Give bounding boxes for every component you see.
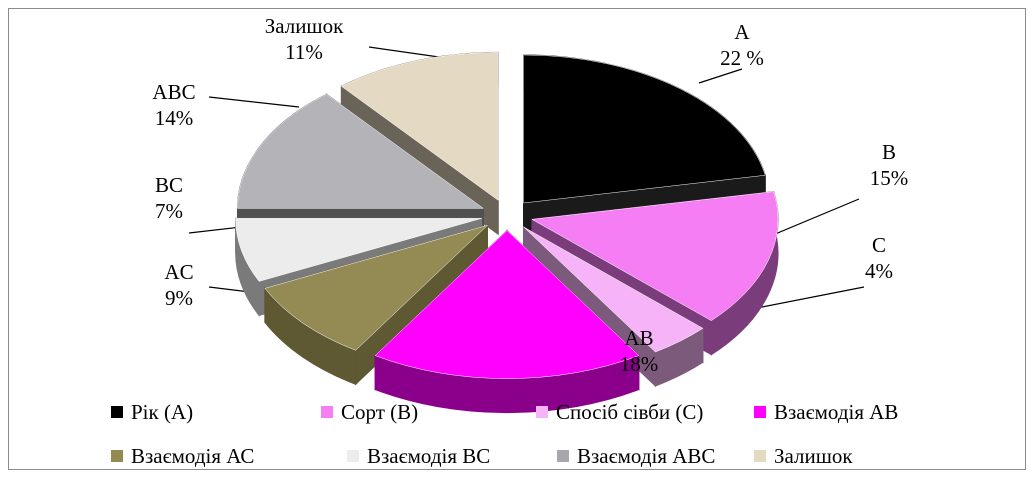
data-label-percent: 4% <box>865 259 893 283</box>
slice-top <box>523 226 704 353</box>
legend-item-bc: Взаємодія ВС <box>347 444 557 469</box>
slice-top <box>523 54 766 204</box>
data-label-percent: 15% <box>870 166 909 190</box>
data-label-percent: 9% <box>165 286 193 310</box>
pie-slices <box>235 51 779 414</box>
data-label-percent: 14% <box>155 106 194 130</box>
legend-item-ac: Взаємодія АС <box>111 444 347 469</box>
data-label-name: AB <box>624 326 653 350</box>
slice-top <box>531 191 779 321</box>
data-label-name: Залишок <box>265 14 344 38</box>
legend-item-ab: Взаємодія АВ <box>754 400 898 425</box>
slice-top <box>374 230 640 379</box>
data-label-name: B <box>882 140 896 164</box>
legend-item-c: Спосіб сівби (С) <box>536 400 754 425</box>
legend-label-b: Сорт (В) <box>341 399 419 424</box>
slice-top <box>235 218 482 282</box>
data-label-name: A <box>734 20 750 44</box>
data-label-name: C <box>872 233 886 257</box>
slice-ab <box>374 229 640 414</box>
leader-line <box>208 96 300 108</box>
data-label-name: BC <box>155 173 183 197</box>
slice-top <box>264 225 488 351</box>
legend-label-abc: Взаємодія АВС <box>577 443 716 468</box>
legend-swatch-ac <box>111 450 123 462</box>
legend-swatch-ab <box>754 406 766 418</box>
leader-line <box>368 46 440 58</box>
legend-label-ab: Взаємодія АВ <box>774 399 899 424</box>
legend-swatch-c <box>536 406 548 418</box>
legend-swatch-bc <box>347 450 359 462</box>
legend-label-ac: Взаємодія АС <box>131 443 255 468</box>
data-label-name: AC <box>164 260 193 284</box>
data-label-percent: 22 % <box>720 46 764 70</box>
legend-label-c: Спосіб сівби (С) <box>556 399 704 424</box>
legend-item-a: Рік (А) <box>111 400 321 425</box>
slice-top <box>237 94 485 209</box>
legend-item-residual: Залишок <box>754 444 853 469</box>
data-label-percent: 11% <box>285 40 323 64</box>
data-label-percent: 7% <box>155 199 183 223</box>
data-label-name: ABC <box>152 80 195 104</box>
legend-swatch-b <box>321 406 333 418</box>
chart-frame: A 22 % B 15% C 4% AB 18% AC 9% BC 7% ABC 14% Залишок 11… <box>8 8 1026 470</box>
legend-item-b: Сорт (В) <box>321 400 536 425</box>
legend-item-abc: Взаємодія АВС <box>557 444 754 469</box>
legend-swatch-residual <box>754 450 766 462</box>
slice-top <box>340 52 499 201</box>
legend: Рік (А) Сорт (В) Спосіб сівби (С) Взаємо… <box>111 397 991 485</box>
legend-row-2: Взаємодія АС Взаємодія ВС Взаємодія АВС … <box>111 441 991 471</box>
legend-row-1: Рік (А) Сорт (В) Спосіб сівби (С) Взаємо… <box>111 397 991 427</box>
legend-swatch-abc <box>557 450 569 462</box>
legend-label-bc: Взаємодія ВС <box>367 443 491 468</box>
legend-label-a: Рік (А) <box>131 399 194 424</box>
data-label-percent: 18% <box>620 352 659 376</box>
leader-line <box>698 68 743 84</box>
legend-swatch-a <box>111 406 123 418</box>
legend-label-residual: Залишок <box>774 443 853 468</box>
